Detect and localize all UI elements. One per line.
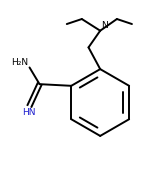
Text: H₂N: H₂N [12,58,29,67]
Text: N: N [101,21,108,30]
Text: HN: HN [22,108,35,117]
